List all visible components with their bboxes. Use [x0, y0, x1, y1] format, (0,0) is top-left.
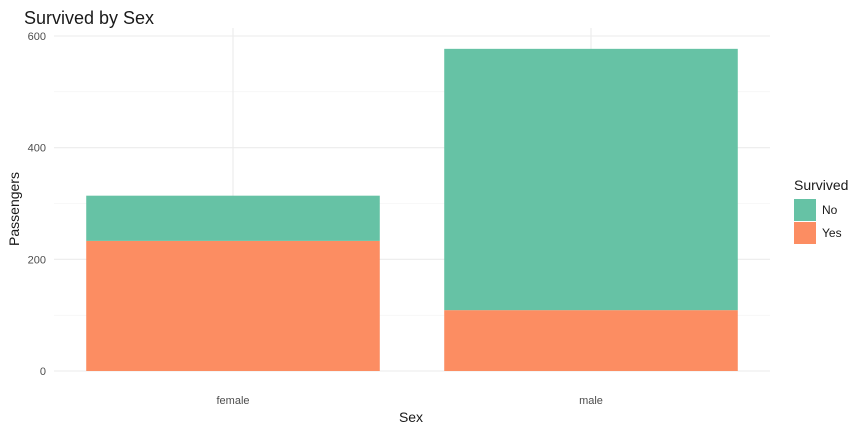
bar-female-yes — [86, 240, 380, 371]
bar-male-yes — [444, 310, 738, 371]
y-axis-ticks: 0 200 400 600 — [28, 31, 46, 378]
y-tick-label: 400 — [28, 143, 46, 155]
y-tick-label: 0 — [40, 366, 46, 378]
y-axis-title: Passengers — [6, 172, 22, 246]
legend-label-yes: Yes — [822, 226, 842, 240]
legend-title: Survived — [794, 177, 848, 193]
y-tick-label: 200 — [28, 254, 46, 266]
y-tick-label: 600 — [28, 31, 46, 43]
legend-swatch-no — [794, 199, 816, 221]
x-axis-ticks: female male — [216, 395, 602, 407]
legend-label-no: No — [822, 203, 838, 217]
legend: Survived No Yes — [794, 177, 848, 244]
bars — [86, 48, 738, 371]
x-tick-label: male — [579, 395, 603, 407]
bar-male-no — [444, 48, 738, 311]
x-axis-title: Sex — [399, 409, 423, 425]
bar-female-no — [86, 195, 380, 241]
x-tick-label: female — [216, 395, 249, 407]
legend-swatch-yes — [794, 222, 816, 244]
chart-title: Survived by Sex — [24, 8, 154, 28]
